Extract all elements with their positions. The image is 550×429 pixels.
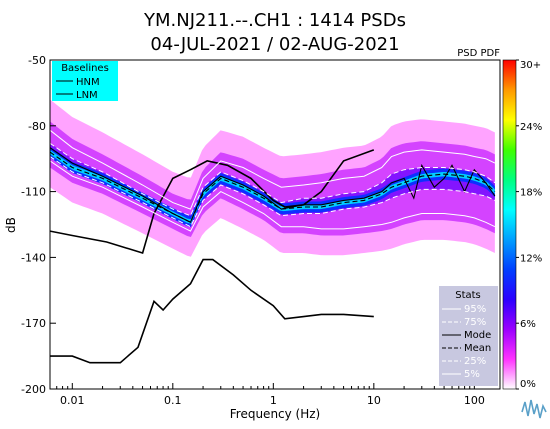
y-tick-label: -170 xyxy=(21,317,46,330)
legend-lnm-label: LNM xyxy=(76,90,98,101)
y-tick-label: -80 xyxy=(28,120,46,133)
y-axis-label: dB xyxy=(4,217,18,233)
legend-95-label: 95% xyxy=(464,304,486,315)
x-tick-label: 0.01 xyxy=(60,394,85,407)
curve-layer xyxy=(50,129,496,364)
y-tick-label: -110 xyxy=(21,186,46,199)
baselines-legend-title: Baselines xyxy=(61,63,109,74)
logo-icon xyxy=(520,396,548,422)
chart-title-line1: YM.NJ211.--.CH1 : 1414 PSDs xyxy=(143,10,406,31)
x-axis-label: Frequency (Hz) xyxy=(230,407,321,421)
legend-5-label: 5% xyxy=(464,369,480,380)
series-line-75pct xyxy=(50,142,496,217)
plot-frame xyxy=(49,59,501,390)
axes-layer: 0.01 0.1 1 10 100 -50 -80 -110 -140 -170 -200 xyxy=(21,54,485,407)
y-tick-label: -140 xyxy=(21,251,46,264)
legend-25-label: 25% xyxy=(464,356,486,367)
colorbar-tick-label: 0% xyxy=(520,379,536,390)
x-tick-label: 1 xyxy=(270,394,277,407)
series-line-95pct xyxy=(50,129,496,210)
colorbar xyxy=(503,60,516,389)
stats-legend-title: Stats xyxy=(455,290,481,301)
series-line-25pct xyxy=(50,156,496,228)
y-tick-label: -200 xyxy=(21,383,46,396)
colorbar-tick-label: 12% xyxy=(520,253,542,264)
chart-title-line2: 04-JUL-2021 / 02-AUG-2021 xyxy=(150,34,399,55)
colorbar-title: PSD PDF xyxy=(457,48,500,59)
colorbar-ticks: 30+ 24% 18% 12% 6% 0% xyxy=(516,59,542,390)
x-tick-label: 0.1 xyxy=(164,394,182,407)
colorbar-tick-label: 24% xyxy=(520,122,542,133)
stats-legend-box xyxy=(439,286,498,386)
series-line-mean xyxy=(50,151,496,224)
x-tick-label: 10 xyxy=(367,394,381,407)
legend-mean-label: Mean xyxy=(464,343,491,354)
colorbar-tick-label: 30+ xyxy=(520,60,541,71)
y-tick-label: -50 xyxy=(28,54,46,67)
colorbar-tick-label: 18% xyxy=(520,188,542,199)
colorbar-frame xyxy=(502,59,517,390)
series-line-5pct xyxy=(50,160,496,232)
colorbar-tick-label: 6% xyxy=(520,319,536,330)
legend-mode-label: Mode xyxy=(464,330,491,341)
stats-legend: Stats 95% 75% Mode Mean 25% 5% xyxy=(439,286,498,386)
series-line-lnm xyxy=(50,258,374,364)
legend-75-label: 75% xyxy=(464,317,486,328)
legend-hnm-label: HNM xyxy=(76,77,100,88)
x-tick-label: 100 xyxy=(464,394,485,407)
baselines-legend: Baselines HNM LNM xyxy=(52,61,118,101)
